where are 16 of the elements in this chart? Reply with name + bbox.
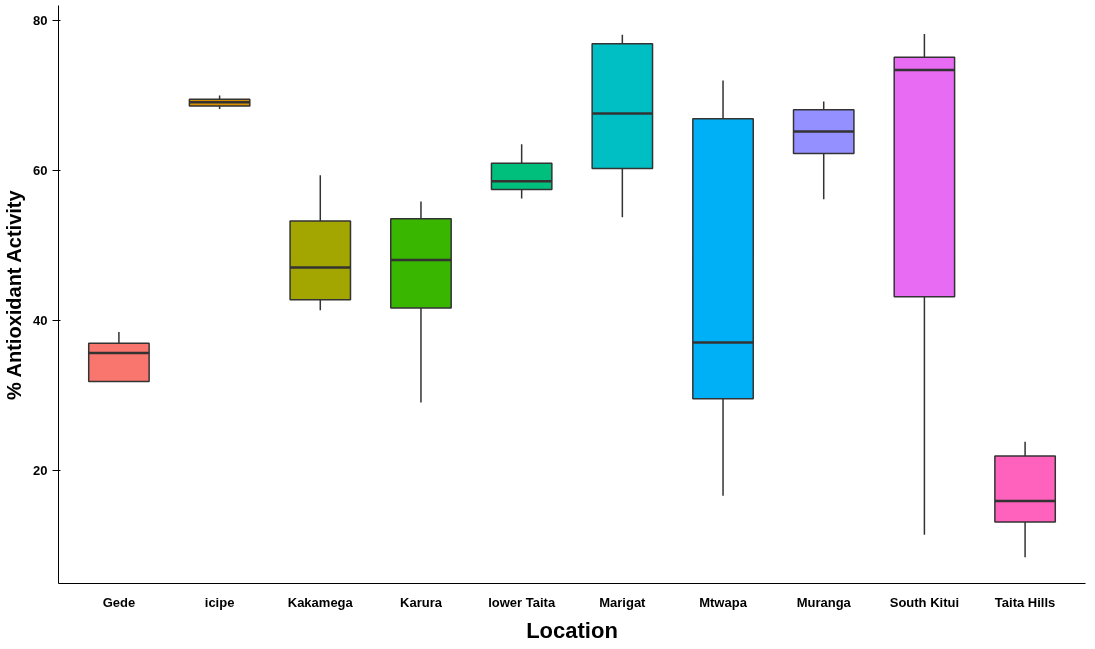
x-axis-title: Location [526,617,618,643]
y-tick-label: 40 [33,313,48,329]
x-tick-label: Mtwapa [699,594,748,610]
x-tick-label: Marigat [599,594,647,610]
x-tick-label: Muranga [796,594,852,610]
x-tick-label: Taita Hills [994,594,1056,610]
y-axis-title: % Antioxidant Activity [3,189,26,401]
x-tick-label: lower Taita [488,594,556,610]
x-tick-label: icipe [204,594,235,610]
y-tick-label: 20 [33,463,48,479]
x-tick-label: Karura [400,594,443,610]
y-tick-label: 80 [33,13,48,29]
x-tick-label: South Kitui [889,594,960,610]
x-tick-label: Kakamega [287,594,354,610]
x-tick-label: Gede [102,594,136,610]
y-tick-label: 60 [33,163,48,179]
